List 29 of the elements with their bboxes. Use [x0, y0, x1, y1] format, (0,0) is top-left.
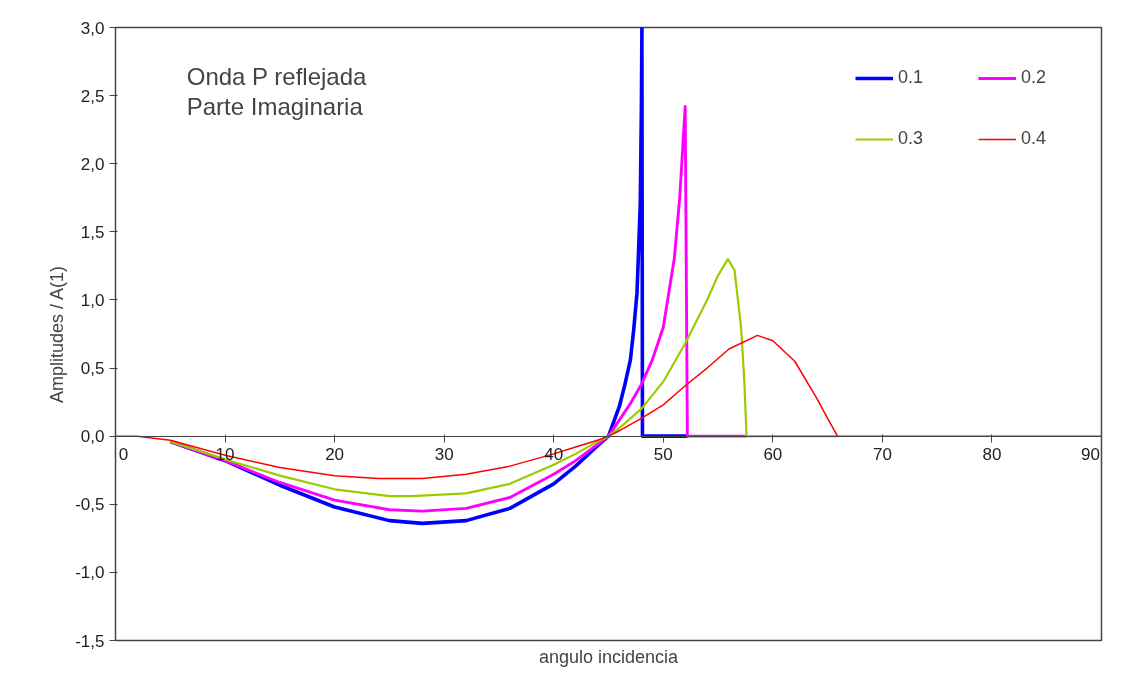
y-tick-label: 1,5 — [80, 222, 105, 242]
line-series — [168, 27, 690, 526]
legend-label: 0.1 — [898, 67, 925, 88]
x-tick-label: 90 — [1081, 445, 1100, 465]
y-tick-label: 2,0 — [80, 154, 105, 174]
text: Parte Imaginaria — [186, 92, 364, 120]
y-tick-label: -1,0 — [75, 563, 105, 583]
y-tick-label: 1,0 — [80, 290, 105, 310]
x-tick-label: 50 — [653, 445, 673, 465]
x-tick-label: 0 — [118, 445, 129, 465]
legend-label: 0.3 — [898, 128, 925, 149]
line-series — [169, 257, 839, 498]
y-tick-label: 0,0 — [80, 427, 105, 447]
y-axis-title: Amplitudes / A(1) — [47, 265, 68, 404]
legend-label: 0.4 — [1021, 128, 1048, 149]
y-tick-label: -1,5 — [75, 631, 105, 651]
y-tick-label: 3,0 — [80, 18, 105, 38]
y-tick-label: 2,5 — [80, 86, 105, 106]
line-series — [115, 334, 1102, 480]
y-tick-label: 0,5 — [80, 359, 105, 379]
x-tick-label: 30 — [434, 445, 454, 465]
legend-label: 0.2 — [1021, 67, 1048, 88]
x-tick-label: 20 — [325, 445, 345, 465]
x-axis-title: angulo incidencia — [538, 646, 680, 667]
x-tick-label: 60 — [763, 445, 783, 465]
x-tick-label: 70 — [872, 445, 892, 465]
x-tick-label: 80 — [982, 445, 1002, 465]
y-tick-label: -0,5 — [75, 495, 105, 515]
text: Onda P reflejada — [186, 62, 368, 90]
